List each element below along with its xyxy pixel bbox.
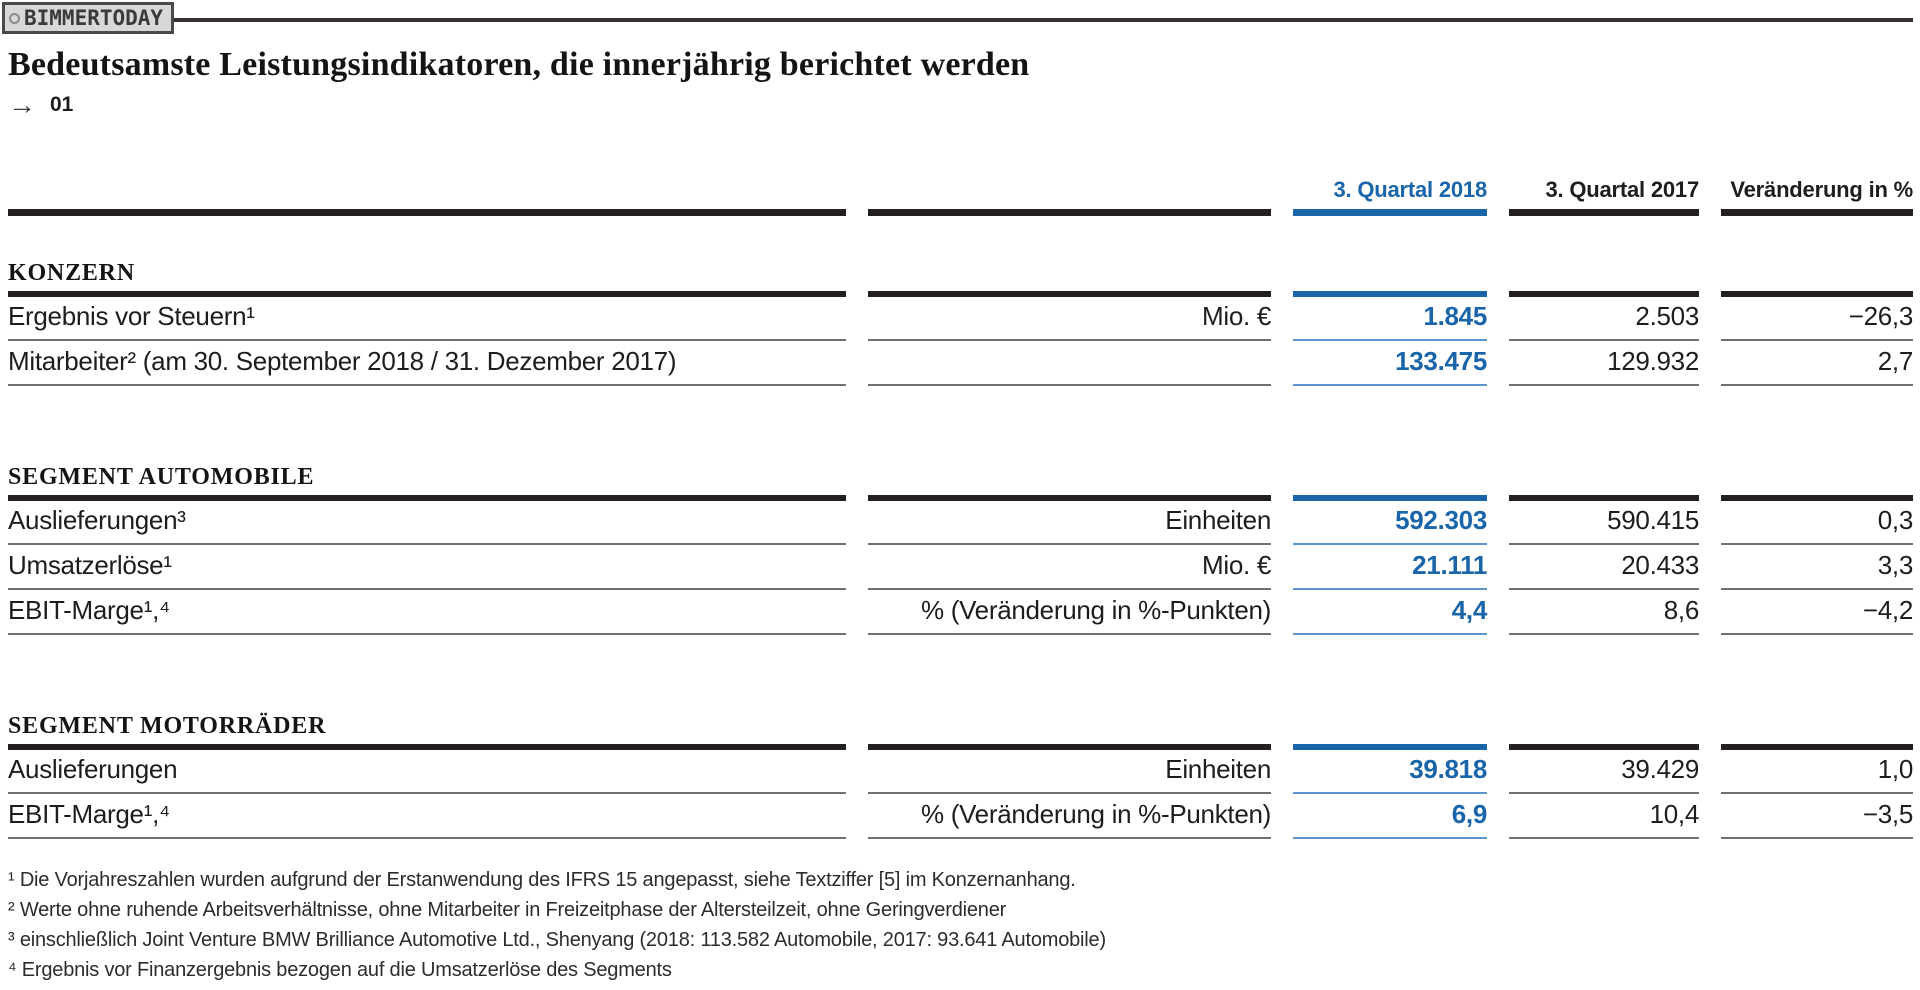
- section-konzern: KONZERN Ergebnis vor Steuern¹ Mio. € 1.8…: [8, 260, 1913, 386]
- section-rule-segment: [1721, 464, 1913, 501]
- table-row: Auslieferungen Einheiten 39.818 39.429 1…: [8, 749, 1913, 794]
- row-value-change: 3,3: [1721, 545, 1913, 590]
- row-value-q3-2017: 10,4: [1509, 794, 1699, 839]
- section-rule-segment: [868, 713, 1271, 750]
- footnotes: ¹ Die Vorjahreszahlen wurden aufgrund de…: [8, 865, 1920, 985]
- row-value-change: −26,3: [1721, 296, 1913, 341]
- brand-badge-label: BIMMERTODAY: [24, 5, 164, 30]
- row-value-change: 2,7: [1721, 341, 1913, 386]
- row-value-q3-2018: 39.818: [1293, 749, 1487, 794]
- row-value-change: −4,2: [1721, 590, 1913, 635]
- footnote-2: ² Werte ohne ruhende Arbeitsverhältnisse…: [8, 899, 1007, 921]
- header-col-change: Veränderung in %: [1721, 154, 1913, 216]
- header-col-q3-2017: 3. Quartal 2017: [1509, 154, 1699, 216]
- row-unit: % (Veränderung in %-Punkten): [868, 590, 1271, 635]
- footnote-4: ⁴ Ergebnis vor Finanzergebnis bezogen au…: [8, 959, 672, 981]
- row-value-change: 0,3: [1721, 500, 1913, 545]
- table-row: Mitarbeiter² (am 30. September 2018 / 31…: [8, 341, 1913, 386]
- table-row: EBIT-Marge¹,⁴ % (Veränderung in %-Punkte…: [8, 590, 1913, 635]
- page-title: Bedeutsamste Leistungsindikatoren, die i…: [8, 46, 1030, 83]
- row-unit: Einheiten: [868, 749, 1271, 794]
- table-row: EBIT-Marge¹,⁴ % (Veränderung in %-Punkte…: [8, 794, 1913, 839]
- kpi-table: 3. Quartal 2018 3. Quartal 2017 Veränder…: [8, 154, 1913, 839]
- section-title: KONZERN: [8, 260, 135, 286]
- row-value-change: −3,5: [1721, 794, 1913, 839]
- section-rule-segment: [1293, 713, 1487, 750]
- row-value-q3-2018: 21.111: [1293, 545, 1487, 590]
- row-unit: [868, 341, 1271, 386]
- table-number: 01: [50, 93, 74, 116]
- row-label: Ergebnis vor Steuern¹: [8, 296, 846, 341]
- row-label: Auslieferungen³: [8, 500, 846, 545]
- row-value-q3-2018: 4,4: [1293, 590, 1487, 635]
- section-rule-segment: [868, 260, 1271, 297]
- table-reference: → 01: [8, 89, 1920, 120]
- row-unit: Einheiten: [868, 500, 1271, 545]
- section-rule-segment: [1293, 260, 1487, 297]
- row-value-q3-2017: 8,6: [1509, 590, 1699, 635]
- row-value-q3-2017: 129.932: [1509, 341, 1699, 386]
- footnote-1: ¹ Die Vorjahreszahlen wurden aufgrund de…: [8, 869, 1076, 891]
- section-rule-segment: [1721, 260, 1913, 297]
- row-unit: Mio. €: [868, 545, 1271, 590]
- section-rule-segment: [1509, 713, 1699, 750]
- footnote-3: ³ einschließlich Joint Venture BMW Brill…: [8, 929, 1106, 951]
- section-motorraeder: SEGMENT MOTORRÄDER Auslieferungen Einhei…: [8, 713, 1913, 839]
- row-label: Mitarbeiter² (am 30. September 2018 / 31…: [8, 341, 846, 386]
- top-divider: [152, 18, 1913, 22]
- row-value-q3-2018: 133.475: [1293, 341, 1487, 386]
- header-rule-segment: [868, 154, 1271, 216]
- section-title-row: KONZERN: [8, 260, 1913, 297]
- row-unit: Mio. €: [868, 296, 1271, 341]
- section-title: SEGMENT AUTOMOBILE: [8, 464, 315, 490]
- row-value-q3-2018: 6,9: [1293, 794, 1487, 839]
- section-rule-segment: [868, 464, 1271, 501]
- row-value-q3-2018: 592.303: [1293, 500, 1487, 545]
- row-value-change: 1,0: [1721, 749, 1913, 794]
- row-value-q3-2017: 2.503: [1509, 296, 1699, 341]
- row-value-q3-2017: 39.429: [1509, 749, 1699, 794]
- section-title: SEGMENT MOTORRÄDER: [8, 713, 327, 739]
- row-value-q3-2017: 20.433: [1509, 545, 1699, 590]
- row-label: Umsatzerlöse¹: [8, 545, 846, 590]
- section-rule-segment: [1293, 464, 1487, 501]
- section-title-row: SEGMENT AUTOMOBILE: [8, 464, 1913, 501]
- header-col-q3-2018: 3. Quartal 2018: [1293, 154, 1487, 216]
- table-row: Ergebnis vor Steuern¹ Mio. € 1.845 2.503…: [8, 296, 1913, 341]
- row-label: EBIT-Marge¹,⁴: [8, 794, 846, 839]
- row-value-q3-2018: 1.845: [1293, 296, 1487, 341]
- row-value-q3-2017: 590.415: [1509, 500, 1699, 545]
- table-row: Auslieferungen³ Einheiten 592.303 590.41…: [8, 500, 1913, 545]
- row-label: Auslieferungen: [8, 749, 846, 794]
- section-automobile: SEGMENT AUTOMOBILE Auslieferungen³ Einhe…: [8, 464, 1913, 635]
- brand-bar: BIMMERTODAY: [0, 0, 1920, 34]
- section-title-row: SEGMENT MOTORRÄDER: [8, 713, 1913, 750]
- brand-badge: BIMMERTODAY: [2, 2, 175, 34]
- row-unit: % (Veränderung in %-Punkten): [868, 794, 1271, 839]
- section-rule-segment: [1509, 464, 1699, 501]
- header-rule-segment: [8, 154, 846, 216]
- row-label: EBIT-Marge¹,⁴: [8, 590, 846, 635]
- plate-dot-icon: [9, 12, 20, 24]
- arrow-right-icon: →: [8, 89, 36, 120]
- section-rule-segment: [1721, 713, 1913, 750]
- section-rule-segment: [1509, 260, 1699, 297]
- table-row: Umsatzerlöse¹ Mio. € 21.111 20.433 3,3: [8, 545, 1913, 590]
- table-header-row: 3. Quartal 2018 3. Quartal 2017 Veränder…: [8, 154, 1913, 216]
